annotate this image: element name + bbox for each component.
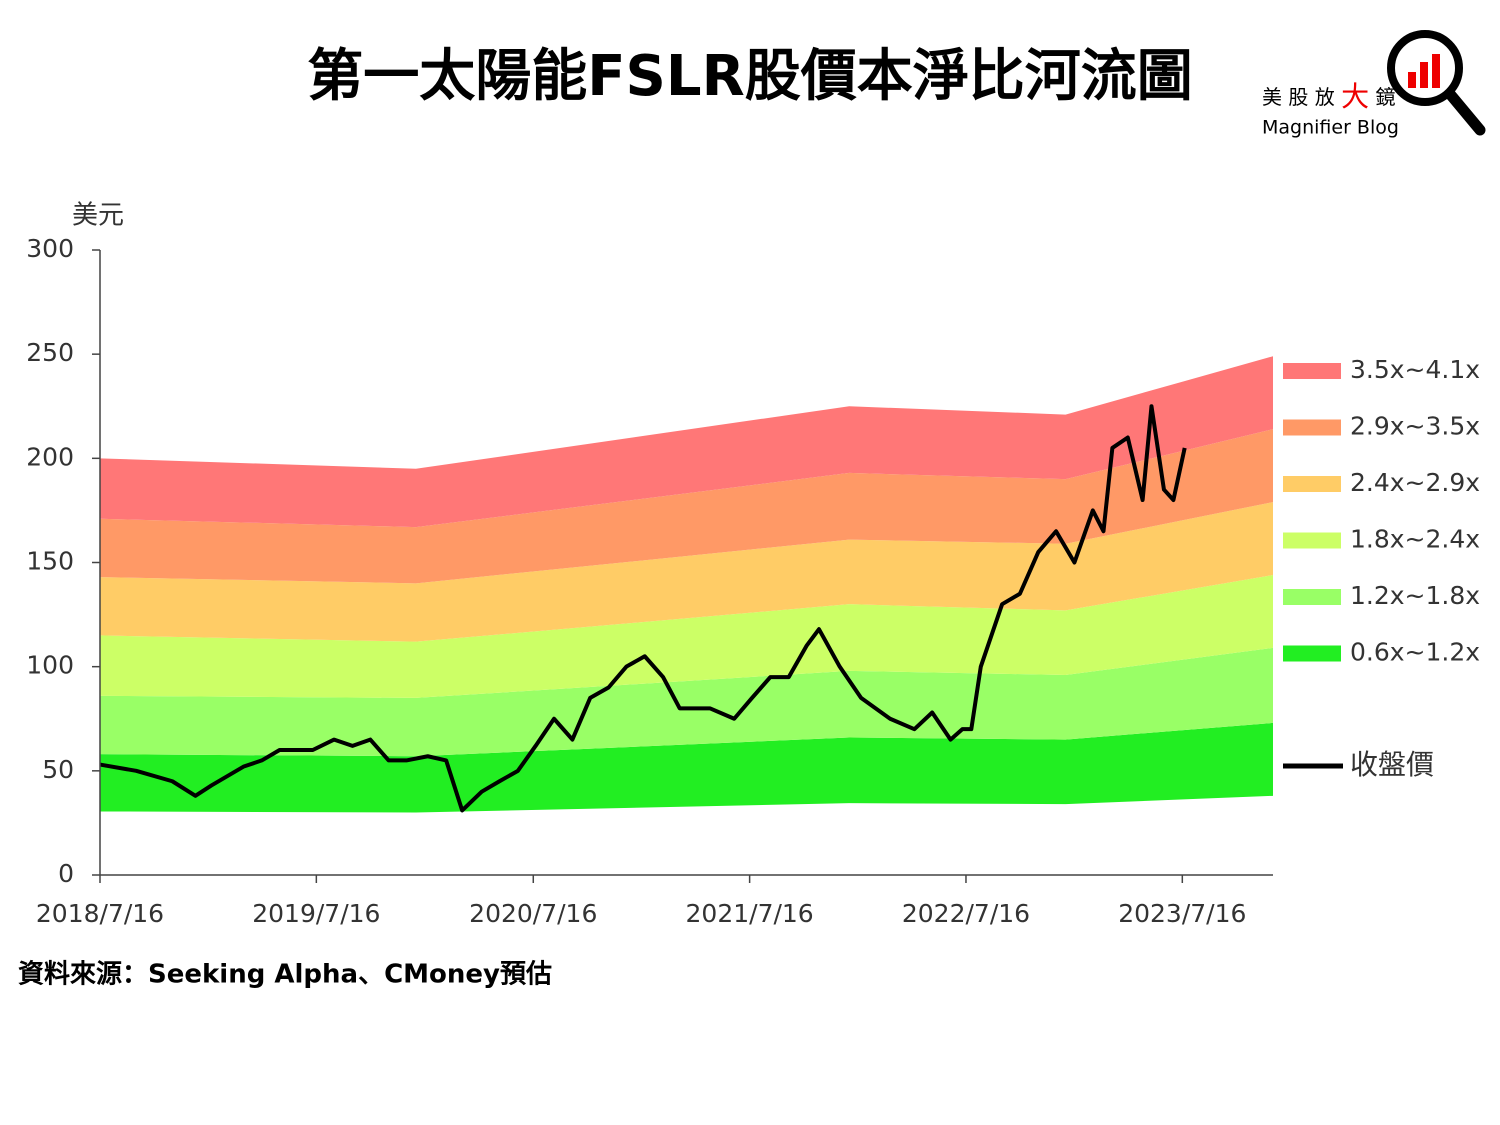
- legend-label: 1.2x~1.8x: [1350, 581, 1480, 610]
- y-tick-label: 50: [42, 755, 74, 784]
- logo-bar: [1420, 62, 1428, 88]
- logo-bar: [1432, 54, 1440, 88]
- legend-swatch: [1283, 419, 1341, 436]
- logo-name: 美 股 放 大 鏡: [1262, 80, 1395, 113]
- logo-part: 大: [1341, 80, 1369, 113]
- legend-swatch: [1283, 363, 1341, 379]
- y-tick-label: 200: [26, 442, 74, 471]
- river-band: [100, 722, 1273, 813]
- y-tick-label: 250: [26, 338, 74, 367]
- y-axis-label: 美元: [72, 201, 124, 231]
- legend-label: 收盤價: [1350, 748, 1434, 781]
- x-tick-label: 2022/7/16: [902, 899, 1030, 928]
- river-band: [100, 502, 1273, 642]
- y-tick-label: 150: [26, 547, 74, 576]
- magnifier-lens: [1387, 30, 1463, 106]
- legend-swatch: [1283, 532, 1341, 549]
- legend-swatch: [1283, 589, 1341, 605]
- legend-label: 2.9x~3.5x: [1350, 412, 1480, 441]
- logo: 美 股 放 大 鏡 Magnifier Blog: [1262, 30, 1486, 139]
- magnifier-handle: [1444, 88, 1486, 136]
- y-tick-label: 0: [58, 859, 74, 888]
- logo-subtitle: Magnifier Blog: [1262, 117, 1399, 139]
- x-tick-label: 2023/7/16: [1118, 899, 1246, 928]
- x-tick-label: 2020/7/16: [469, 899, 597, 928]
- plot: 0 50 100 150 200 250 300 2018/7/16 2019/7/16 2020…: [26, 234, 1480, 928]
- legend-swatch: [1283, 476, 1341, 492]
- y-tick-label: 100: [26, 651, 74, 680]
- river-band: [100, 356, 1273, 528]
- legend-swatch: [1283, 645, 1341, 662]
- logo-part: 美 股 放: [1262, 85, 1341, 109]
- river-band: [100, 429, 1273, 584]
- legend-label: 1.8x~2.4x: [1350, 525, 1480, 554]
- x-tick-label: 2019/7/16: [252, 899, 380, 928]
- price-line: [99, 404, 1187, 813]
- legend-label: 3.5x~4.1x: [1350, 355, 1480, 384]
- legend-label: 0.6x~1.2x: [1350, 638, 1480, 667]
- x-tick-label: 2018/7/16: [36, 899, 164, 928]
- y-tick-label: 300: [26, 234, 74, 263]
- source-note: 資料來源：Seeking Alpha、CMoney預估: [18, 960, 552, 990]
- chart-title: 第一太陽能FSLR股價本淨比河流圖: [307, 44, 1192, 109]
- legend-label: 2.4x~2.9x: [1350, 468, 1480, 497]
- logo-bar: [1408, 72, 1416, 88]
- x-tick-label: 2021/7/16: [686, 899, 814, 928]
- logo-part: 鏡: [1369, 85, 1395, 109]
